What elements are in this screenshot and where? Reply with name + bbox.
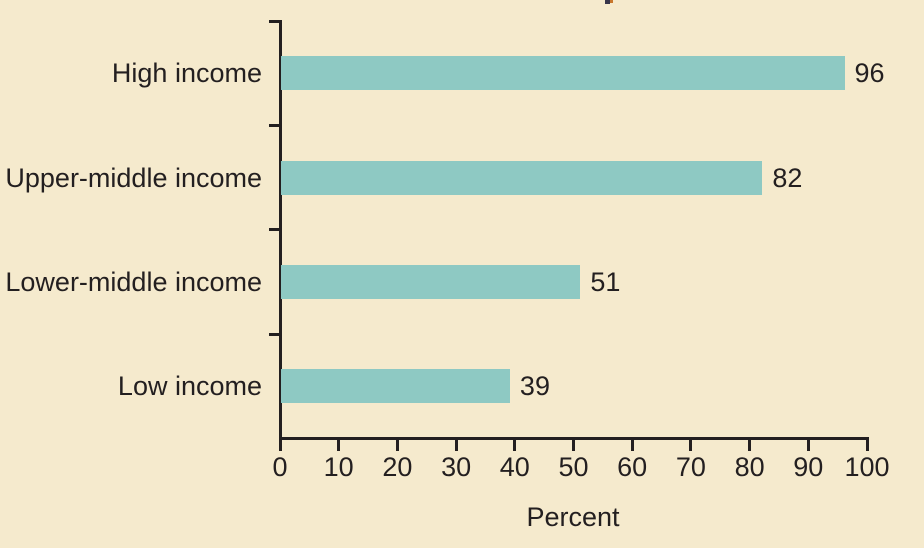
bar bbox=[281, 264, 581, 299]
bar-value-label: 51 bbox=[590, 266, 621, 297]
category-label: Upper-middle income bbox=[5, 162, 262, 193]
x-tick-label: 30 bbox=[441, 452, 472, 482]
x-axis-line bbox=[279, 437, 869, 440]
x-axis-title: Percent bbox=[526, 502, 620, 532]
x-tick bbox=[513, 440, 517, 451]
x-tick-label: 20 bbox=[382, 452, 413, 482]
y-tick bbox=[269, 123, 280, 127]
x-tick bbox=[278, 440, 282, 451]
x-tick-label: 40 bbox=[499, 452, 530, 482]
x-tick-label: 50 bbox=[558, 452, 589, 482]
x-tick bbox=[630, 440, 634, 451]
bar-value-label: 96 bbox=[854, 58, 885, 89]
x-tick bbox=[806, 440, 810, 451]
x-tick-label: 70 bbox=[675, 452, 706, 482]
bar bbox=[281, 369, 510, 404]
x-tick-label: 60 bbox=[617, 452, 648, 482]
y-tick bbox=[269, 228, 280, 232]
x-tick-label: 100 bbox=[844, 452, 890, 482]
bar bbox=[281, 160, 763, 195]
x-tick-label: 10 bbox=[323, 452, 354, 482]
bar-value-label: 39 bbox=[519, 371, 550, 402]
category-label: High income bbox=[111, 58, 262, 89]
category-label: Low income bbox=[117, 371, 262, 402]
x-tick-label: 0 bbox=[272, 452, 288, 482]
x-tick bbox=[395, 440, 399, 451]
x-tick bbox=[865, 440, 869, 451]
x-tick bbox=[572, 440, 575, 451]
cropped-title-fragment bbox=[610, 0, 613, 3]
bar bbox=[281, 56, 845, 91]
x-tick bbox=[748, 440, 752, 451]
y-tick bbox=[269, 19, 280, 23]
bar-value-label: 82 bbox=[772, 162, 803, 193]
y-tick bbox=[269, 332, 280, 336]
y-axis-line bbox=[279, 20, 282, 440]
x-tick bbox=[689, 440, 693, 451]
x-tick-label: 80 bbox=[734, 452, 765, 482]
category-label: Lower-middle income bbox=[5, 266, 262, 297]
x-tick-label: 90 bbox=[793, 452, 824, 482]
x-tick bbox=[454, 440, 458, 451]
x-tick bbox=[337, 440, 341, 451]
cropped-title-fragment bbox=[605, 0, 610, 4]
